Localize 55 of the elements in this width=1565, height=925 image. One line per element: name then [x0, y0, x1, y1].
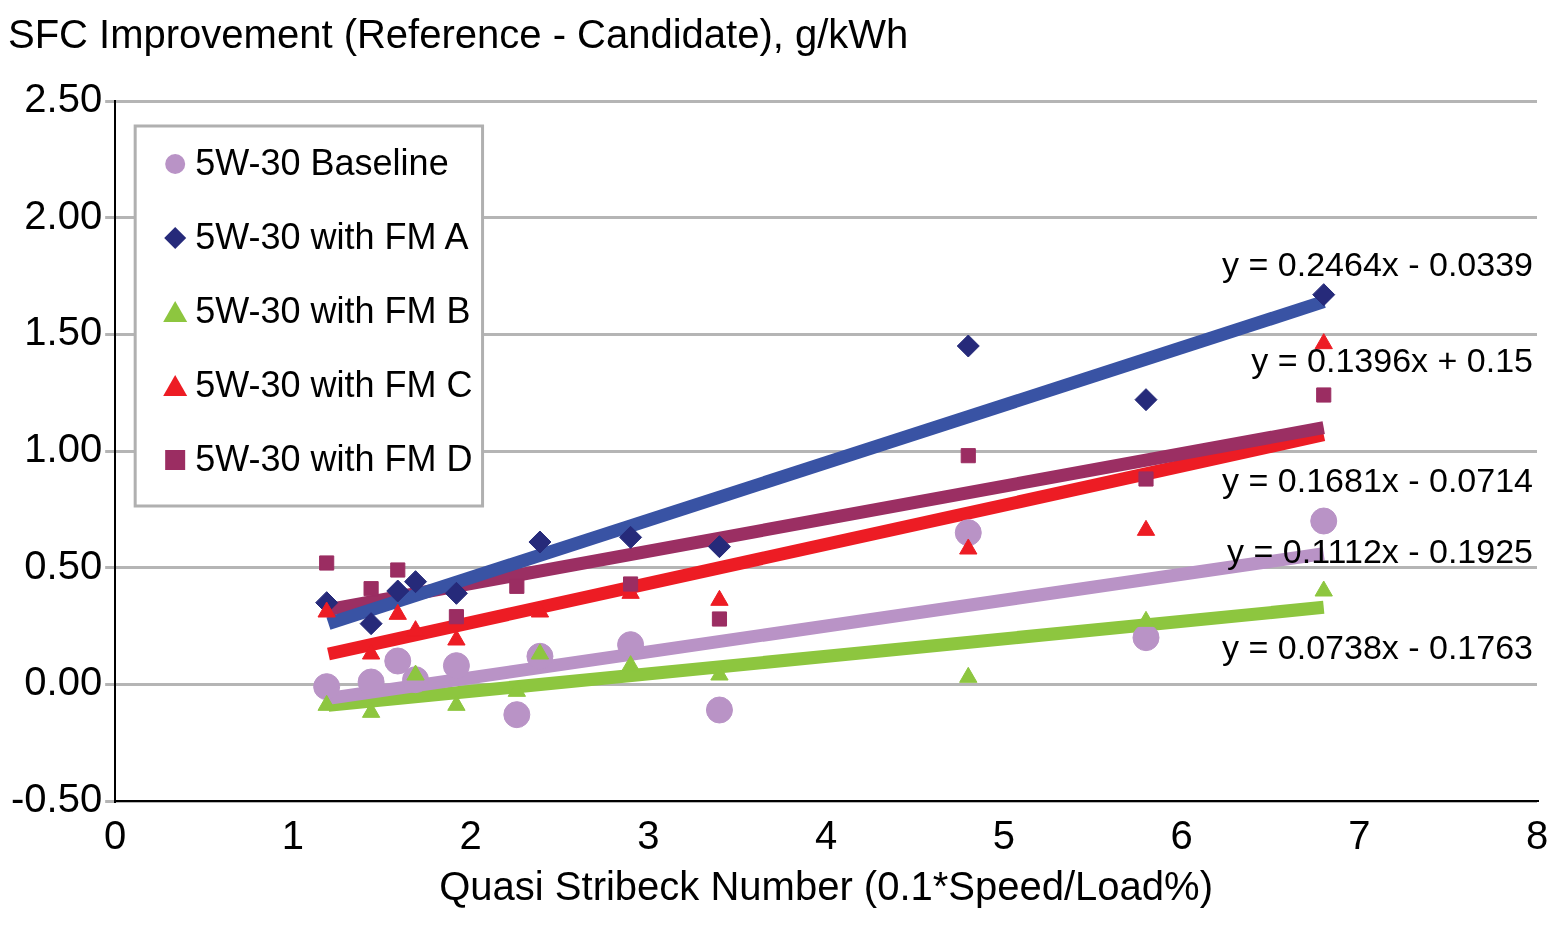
point: [707, 535, 731, 559]
legend-label: 5W-30 Baseline: [195, 141, 449, 183]
point: [384, 647, 412, 675]
point: [313, 673, 341, 701]
point: [1132, 624, 1160, 652]
point: [363, 581, 379, 597]
annotation: y = 0.1681x - 0.0714: [1222, 461, 1533, 500]
point: [711, 611, 728, 627]
x-tick-label: 1: [281, 813, 305, 858]
point: [319, 555, 335, 571]
point: [1134, 388, 1158, 412]
x-tick-label: 6: [1170, 813, 1193, 858]
y-tick-label: 2.50: [24, 76, 103, 121]
point: [619, 525, 643, 549]
y-tick-label: 0.50: [24, 542, 103, 587]
y-tick-label: 1.50: [24, 309, 103, 354]
point: [705, 696, 733, 724]
point: [956, 334, 980, 358]
point: [623, 576, 639, 592]
point: [509, 578, 525, 594]
x-tick-label: 4: [814, 813, 838, 858]
x-tick-label: 0: [104, 813, 127, 858]
point: [390, 562, 406, 578]
point: [960, 448, 976, 464]
y-tick-label: 0.00: [24, 659, 103, 704]
x-tick-label: 3: [637, 813, 660, 858]
y-tick-label: -0.50: [11, 776, 103, 821]
x-tick-label: 8: [1525, 813, 1549, 858]
point: [1316, 387, 1332, 403]
annotation: y = 0.2464x - 0.0339: [1222, 245, 1533, 284]
point: [386, 579, 410, 603]
point: [503, 701, 531, 729]
point: [359, 612, 383, 636]
x-tick-label: 7: [1348, 813, 1371, 858]
point: [528, 530, 552, 554]
y-tick-label: 1.00: [24, 426, 103, 471]
point: [448, 609, 464, 625]
point: [404, 570, 428, 594]
x-tick-label: 2: [459, 813, 482, 858]
legend-label: 5W-30 with FM C: [195, 363, 473, 405]
legend-label: 5W-30 with FM D: [195, 437, 473, 479]
annotation: y = 0.0738x - 0.1763: [1222, 627, 1533, 666]
point: [444, 581, 468, 605]
y-tick-label: 2.00: [24, 192, 103, 237]
chart-title: SFC Improvement (Reference - Candidate), g/kWh: [8, 12, 909, 57]
x-tick-label: 5: [992, 813, 1015, 858]
point: [954, 519, 982, 547]
legend-label: 5W-30 with FM A: [195, 215, 469, 257]
point: [1138, 471, 1154, 487]
legend-label: 5W-30 with FM B: [195, 289, 471, 331]
annotation: y = 0.1112x - 0.1925: [1227, 532, 1533, 571]
annotation: y = 0.1396x + 0.15: [1251, 341, 1533, 380]
x-axis-title: Quasi Stribeck Number (0.1*Speed/Load%): [439, 864, 1213, 909]
point: [1312, 283, 1336, 307]
point: [1310, 507, 1338, 535]
